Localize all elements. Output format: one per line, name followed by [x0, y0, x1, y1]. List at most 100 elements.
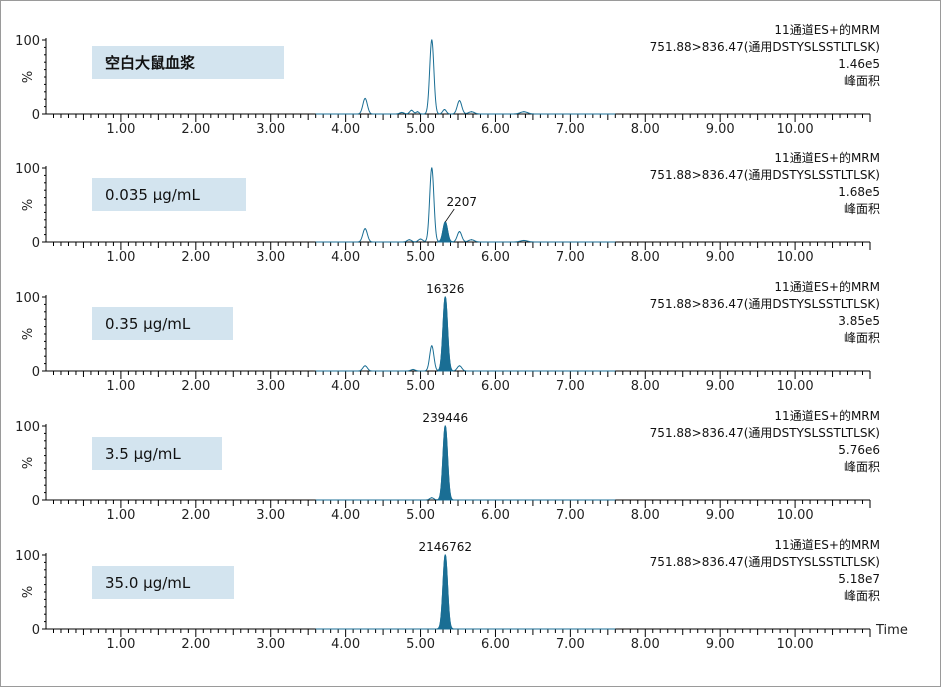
peak-area-label: 2146762 [419, 540, 472, 554]
y-tick-label: 0 [32, 623, 40, 638]
y-tick-label: 100 [15, 420, 40, 435]
x-tick-label: 7.00 [556, 637, 585, 652]
max-intensity-label: 3.85e5 [838, 314, 880, 328]
x-tick-label: 10.00 [776, 122, 813, 137]
sample-label: 35.0 µg/mL [105, 574, 191, 592]
x-tick-label: 6.00 [481, 508, 510, 523]
peak-apex [431, 345, 433, 347]
y-tick-label: 0 [32, 236, 40, 251]
max-intensity-label: 1.46e5 [838, 57, 880, 71]
y-tick-label: 100 [15, 291, 40, 306]
peak-label-leader [444, 208, 455, 223]
x-tick-label: 9.00 [706, 637, 735, 652]
integrated-peak-area [437, 425, 453, 501]
x-tick-label: 7.00 [556, 508, 585, 523]
x-tick-label: 5.00 [406, 250, 435, 265]
integrated-peak-area [437, 296, 453, 372]
x-tick-label: 10.00 [776, 637, 813, 652]
peak-apex [523, 111, 525, 113]
y-axis-label: % [21, 199, 36, 211]
x-tick-label: 4.00 [331, 379, 360, 394]
x-tick-label: 4.00 [331, 637, 360, 652]
max-intensity-label: 5.18e7 [838, 572, 880, 586]
sample-label-box [92, 566, 234, 599]
chromatogram-trace [315, 39, 616, 115]
integrated-peak-area [437, 554, 453, 630]
max-intensity-label: 1.68e5 [838, 185, 880, 199]
peak-apex [364, 97, 366, 100]
x-tick-label: 3.00 [256, 122, 285, 137]
transition-label: 751.88>836.47(通用DSTYSLSSTLTLSK) [650, 426, 880, 440]
x-tick-label: 3.00 [256, 637, 285, 652]
sample-label-box [92, 178, 246, 211]
y-axis-label: % [21, 457, 36, 469]
peak-apex [401, 111, 403, 114]
peak-apex [431, 167, 433, 169]
x-tick-label: 10.00 [776, 379, 813, 394]
x-tick-label: 8.00 [631, 250, 660, 265]
peak-apex [470, 111, 473, 113]
transition-label: 751.88>836.47(通用DSTYSLSSTLTLSK) [650, 40, 880, 54]
y-axis-label: % [21, 328, 36, 340]
channel-label: 11通道ES+的MRM [774, 150, 880, 165]
x-tick-label: 8.00 [631, 122, 660, 137]
y-tick-label: 100 [15, 162, 40, 177]
area-type-label: 峰面积 [844, 202, 880, 216]
channel-label: 11通道ES+的MRM [774, 408, 880, 423]
x-tick-label: 9.00 [706, 508, 735, 523]
area-type-label: 峰面积 [844, 460, 880, 474]
x-tick-label: 1.00 [106, 250, 135, 265]
x-tick-label: 2.00 [181, 637, 210, 652]
peak-apex [408, 239, 410, 241]
x-tick-label: 6.00 [481, 250, 510, 265]
y-axis-label: % [21, 586, 36, 598]
area-type-label: 峰面积 [844, 589, 880, 603]
x-tick-label: 6.00 [481, 122, 510, 137]
chromatogram-trace [315, 425, 616, 501]
peak-apex [416, 111, 419, 113]
x-tick-label: 6.00 [481, 637, 510, 652]
peak-area-label: 2207 [446, 195, 477, 209]
x-tick-label: 4.00 [331, 508, 360, 523]
peak-apex [443, 108, 446, 111]
x-tick-label: 3.00 [256, 508, 285, 523]
x-tick-label: 2.00 [181, 250, 210, 265]
chromatogram-trace [315, 167, 616, 243]
x-tick-label: 9.00 [706, 250, 735, 265]
x-tick-label: 5.00 [406, 379, 435, 394]
x-tick-label: 4.00 [331, 122, 360, 137]
channel-label: 11通道ES+的MRM [774, 22, 880, 37]
peak-apex [431, 39, 433, 41]
chromatogram-trace [315, 296, 616, 372]
transition-label: 751.88>836.47(通用DSTYSLSSTLTLSK) [650, 297, 880, 311]
x-tick-label: 8.00 [631, 379, 660, 394]
x-tick-label: 3.00 [256, 379, 285, 394]
sample-label-box [92, 437, 222, 470]
peak-apex [458, 365, 461, 367]
sample-label: 0.035 µg/mL [105, 186, 200, 204]
channel-label: 11通道ES+的MRM [774, 537, 880, 552]
transition-label: 751.88>836.47(通用DSTYSLSSTLTLSK) [650, 555, 880, 569]
x-tick-label: 1.00 [106, 508, 135, 523]
area-type-label: 峰面积 [844, 331, 880, 345]
max-intensity-label: 5.76e6 [838, 443, 880, 457]
sample-label: 3.5 µg/mL [105, 445, 181, 463]
x-tick-label: 5.00 [406, 508, 435, 523]
peak-apex [364, 365, 366, 367]
transition-label: 751.88>836.47(通用DSTYSLSSTLTLSK) [650, 168, 880, 182]
y-axis-label: % [21, 71, 36, 83]
y-tick-label: 0 [32, 108, 40, 123]
x-tick-label: 5.00 [406, 122, 435, 137]
peak-apex [364, 228, 366, 230]
integrated-peak-area [437, 221, 453, 243]
chromatogram-trace [315, 554, 616, 630]
peak-apex [410, 109, 413, 111]
x-tick-label: 9.00 [706, 379, 735, 394]
y-tick-label: 0 [32, 494, 40, 509]
peak-apex [412, 368, 414, 371]
x-tick-label: 1.00 [106, 379, 135, 394]
peak-area-label: 16326 [426, 282, 464, 296]
peak-apex [458, 100, 461, 102]
x-tick-label: 1.00 [106, 122, 135, 137]
